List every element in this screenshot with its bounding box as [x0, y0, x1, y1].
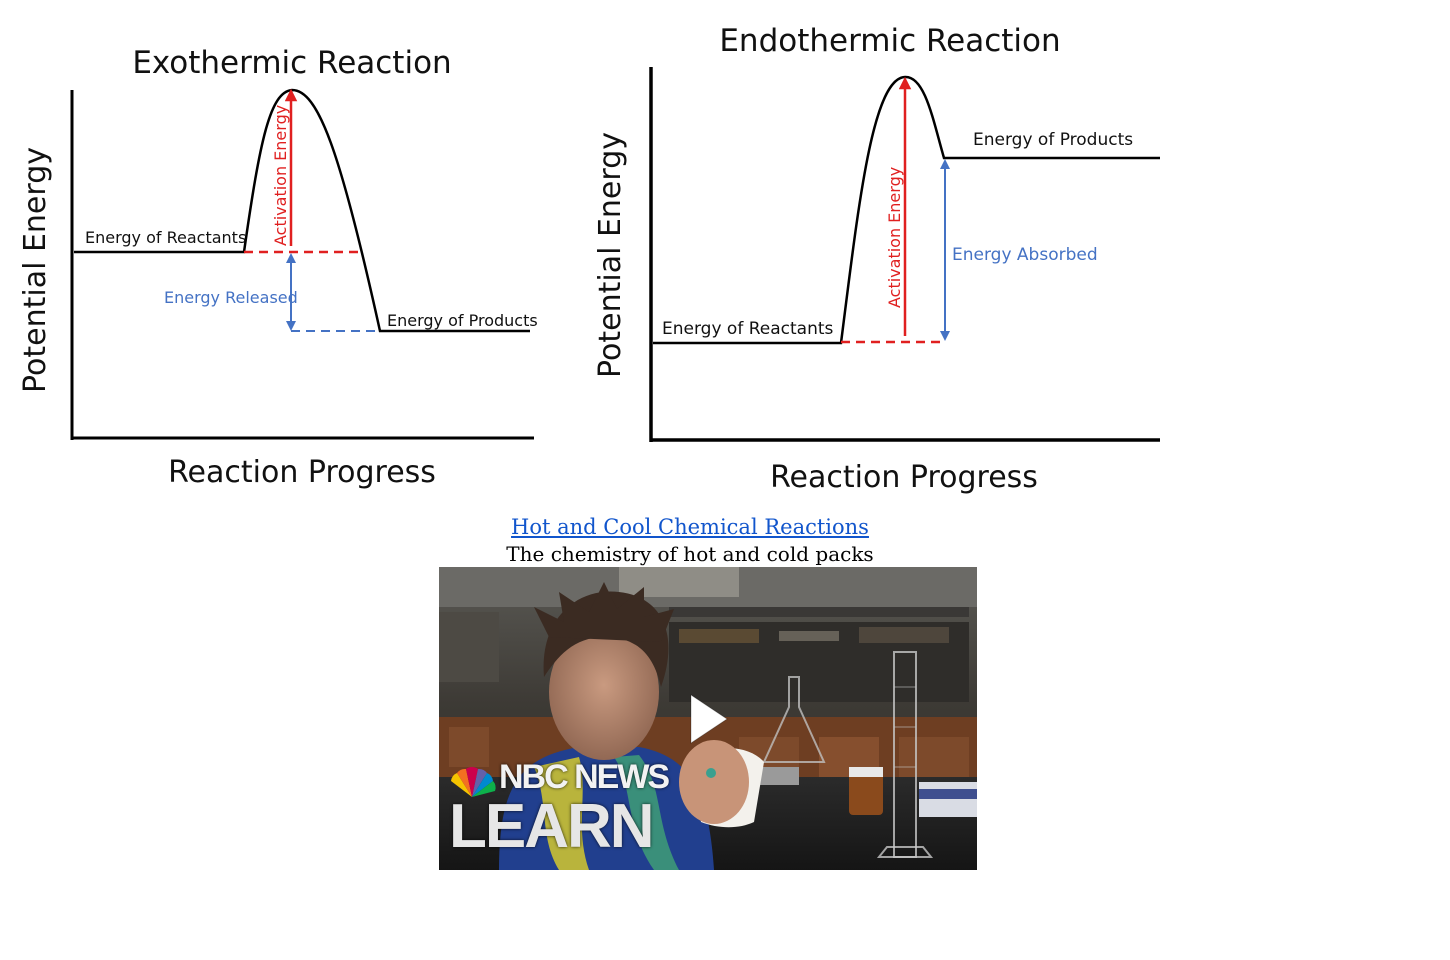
endothermic-diagram: Endothermic Reaction Potential Energy Re…: [593, 23, 1160, 495]
brand-top-text: NBC NEWS: [499, 758, 670, 796]
nbc-peacock-logo: [451, 767, 496, 797]
exothermic-products-label: Energy of Products: [387, 311, 538, 330]
endothermic-energy-curve: [653, 75, 1160, 345]
brand-bottom-text: LEARN: [449, 792, 655, 861]
endothermic-x-axis-label: Reaction Progress: [770, 460, 1038, 495]
exothermic-title: Exothermic Reaction: [132, 45, 451, 81]
exothermic-reactants-label: Energy of Reactants: [85, 228, 246, 247]
energy-diagrams: Exothermic Reaction Potential Energy Rea…: [18, 23, 1160, 495]
play-icon[interactable]: [689, 693, 729, 745]
exothermic-diagram: Exothermic Reaction Potential Energy Rea…: [18, 45, 538, 490]
nbc-news-learn-logo: NBC NEWS LEARN: [449, 758, 670, 861]
endothermic-absorbed-label: Energy Absorbed: [952, 245, 1098, 265]
video-thumbnail[interactable]: NBC NEWS LEARN: [439, 567, 977, 870]
endothermic-reactants-label: Energy of Reactants: [662, 319, 834, 339]
exothermic-x-axis-label: Reaction Progress: [168, 455, 436, 490]
endothermic-y-axis-label: Potential Energy: [593, 132, 628, 378]
video-caption: Hot and Cool Chemical Reactions The chem…: [440, 513, 940, 567]
video-subtitle: The chemistry of hot and cold packs: [506, 542, 874, 566]
exothermic-activation-label: Activation Energy: [271, 105, 290, 246]
video-title-link[interactable]: Hot and Cool Chemical Reactions: [511, 515, 869, 539]
exothermic-released-label: Energy Released: [164, 288, 298, 307]
video-scene: [439, 567, 977, 870]
endothermic-products-label: Energy of Products: [973, 130, 1133, 150]
endothermic-activation-label: Activation Energy: [885, 167, 904, 308]
exothermic-energy-curve: [74, 88, 530, 333]
endothermic-title: Endothermic Reaction: [719, 23, 1060, 59]
exothermic-y-axis-label: Potential Energy: [18, 147, 53, 393]
